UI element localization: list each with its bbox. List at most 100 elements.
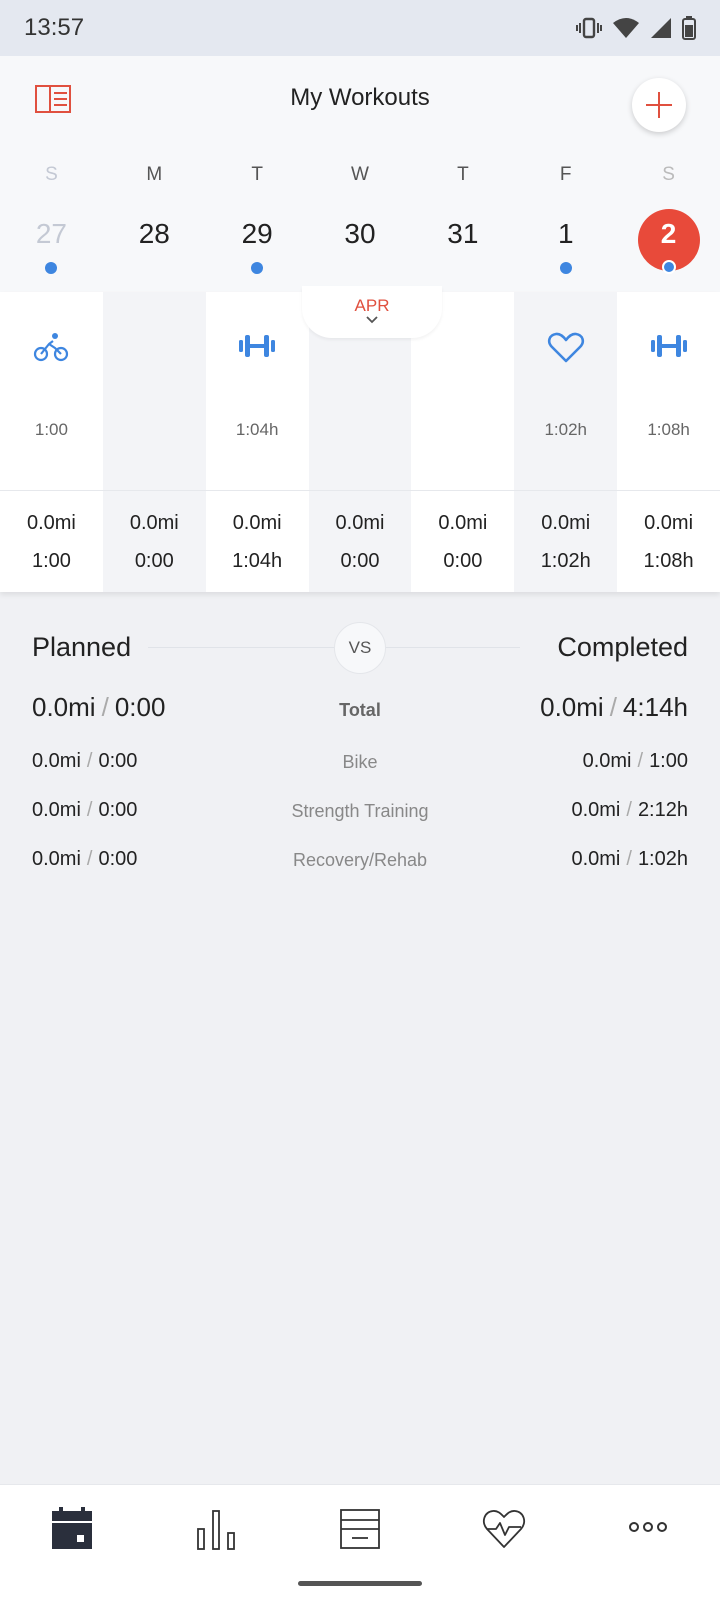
separator: / (86, 799, 93, 821)
completed-value: 0.0mi/2:12h (571, 799, 688, 822)
completed-value: 0.0mi/1:00 (583, 750, 688, 773)
separator: / (626, 848, 632, 870)
day-number: 31 (447, 218, 479, 249)
vibrate-icon (576, 17, 602, 39)
nav-health[interactable] (432, 1485, 576, 1600)
day-summary-column[interactable]: 0.0mi 0:00 (411, 292, 515, 592)
day-number: 1 (557, 218, 574, 249)
divider (514, 490, 618, 491)
day-summary-column[interactable]: 1:08h 0.0mi 1:08h (617, 292, 720, 592)
day-letter: T (457, 164, 469, 185)
row-label: Recovery/Rehab (292, 850, 428, 870)
day-cell-selected[interactable]: S 2 (617, 156, 720, 292)
list-icon (340, 1509, 380, 1549)
planned-label: Planned (32, 632, 132, 662)
day-summary-column[interactable]: 0.0mi 0:00 (102, 292, 206, 592)
completed-time: 4:14h (622, 692, 688, 722)
page-title: My Workouts (290, 84, 430, 111)
heart-pulse-icon (482, 1510, 526, 1548)
planned-time: 0:00 (98, 848, 138, 870)
time-value: 1:04h (232, 550, 283, 572)
day-number: 28 (138, 218, 170, 249)
planned-distance: 0.0mi (32, 848, 81, 870)
separator: / (101, 692, 109, 722)
workout-dot (559, 262, 572, 274)
day-summary-column[interactable]: 1:04h 0.0mi 1:04h (205, 292, 309, 592)
planned-time: 0:00 (98, 799, 138, 821)
nav-stats[interactable] (144, 1485, 288, 1600)
home-indicator[interactable] (298, 1581, 422, 1586)
nav-plans[interactable] (288, 1485, 432, 1600)
planned-value: 0.0mi/0:00 (32, 799, 137, 822)
completed-distance: 0.0mi (571, 848, 621, 870)
distance-value: 0.0mi (438, 512, 488, 534)
plus-icon (646, 92, 672, 118)
calendar-icon (52, 1507, 92, 1549)
completed-distance: 0.0mi (571, 799, 621, 821)
battery-icon (682, 16, 696, 40)
completed-time: 2:12h (637, 799, 688, 821)
nav-calendar[interactable] (0, 1485, 144, 1600)
time-value: 1:00 (31, 550, 71, 572)
time-value: 0:00 (340, 550, 380, 572)
month-selector[interactable]: APR (302, 286, 442, 338)
day-summary-column[interactable]: 1:00 0.0mi 1:00 (0, 292, 103, 592)
planned-value: 0.0mi/0:00 (32, 848, 137, 871)
add-workout-button[interactable] (632, 78, 686, 132)
day-cell[interactable]: M 28 (103, 156, 206, 292)
activity-row: 0.0mi/0:00 Recovery/Rehab 0.0mi/1:02h (0, 838, 720, 887)
workout-dot (251, 262, 264, 274)
day-number: 2 (660, 218, 677, 249)
day-cell[interactable]: T 29 (206, 156, 309, 292)
planned-time: 0:00 (114, 692, 166, 722)
separator: / (609, 692, 617, 722)
dumbbell-icon (239, 335, 276, 357)
day-letter: T (251, 164, 263, 185)
app-header: My Workouts (0, 56, 720, 156)
total-row: 0.0mi/0:00 Total 0.0mi/4:14h (0, 690, 720, 740)
divider (617, 490, 720, 491)
signal-icon (651, 18, 671, 38)
distance-value: 0.0mi (26, 512, 76, 534)
row-label: Bike (342, 752, 378, 772)
nav-more[interactable] (576, 1485, 720, 1600)
day-summary-column[interactable]: 0.0mi 0:00 (308, 292, 412, 592)
day-cell[interactable]: F 1 (514, 156, 617, 292)
menu-button[interactable] (34, 84, 74, 116)
day-cell[interactable]: T 31 (411, 156, 514, 292)
planned-value: 0.0mi/0:00 (32, 750, 137, 773)
distance-value: 0.0mi (232, 512, 282, 534)
status-icons (576, 16, 696, 40)
activity-row: 0.0mi/0:00 Strength Training 0.0mi/2:12h (0, 789, 720, 838)
day-letter: S (45, 164, 58, 185)
separator: / (626, 799, 632, 821)
completed-time: 1:02h (637, 848, 688, 870)
planned-duration: 1:04h (235, 420, 279, 439)
day-cell[interactable]: S 27 (0, 156, 103, 292)
planned-distance: 0.0mi (32, 799, 81, 821)
day-summary-column[interactable]: 1:02h 0.0mi 1:02h (514, 292, 618, 592)
distance-value: 0.0mi (541, 512, 591, 534)
separator: / (637, 750, 644, 772)
distance-value: 0.0mi (129, 512, 179, 534)
completed-distance: 0.0mi (582, 750, 632, 772)
dumbbell-icon (650, 335, 687, 357)
day-letter: F (559, 164, 572, 185)
bike-icon (34, 333, 69, 362)
planned-duration: 1:00 (34, 420, 68, 439)
planned-duration: 1:02h (544, 420, 587, 439)
time-value: 1:02h (540, 550, 591, 572)
time-value: 0:00 (443, 550, 483, 572)
planned-distance: 0.0mi (32, 692, 96, 722)
completed-time: 1:00 (649, 750, 688, 772)
divider (411, 490, 515, 491)
day-number: 29 (241, 218, 273, 249)
planned-vs-completed: Planned VS Completed 0.0mi/0:00 Total 0.… (0, 600, 720, 887)
distance-value: 0.0mi (644, 512, 694, 534)
day-number: 30 (344, 218, 376, 249)
activity-row: 0.0mi/0:00 Bike 0.0mi/1:00 (0, 740, 720, 789)
bar-chart-icon (197, 1510, 235, 1550)
bottom-navigation (0, 1484, 720, 1600)
day-cell[interactable]: W 30 (309, 156, 412, 292)
divider (0, 490, 103, 491)
